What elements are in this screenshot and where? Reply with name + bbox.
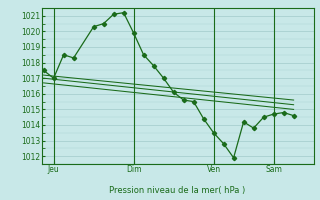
Text: Pression niveau de la mer( hPa ): Pression niveau de la mer( hPa ) [109,186,246,195]
